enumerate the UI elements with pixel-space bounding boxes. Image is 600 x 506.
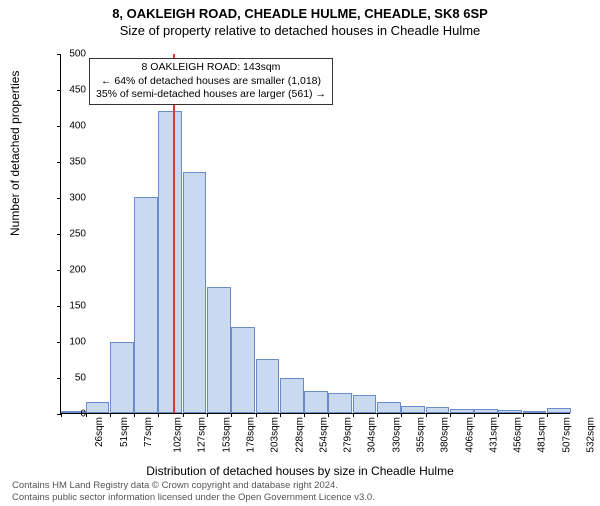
histogram-bar	[377, 402, 401, 413]
histogram-bar	[401, 406, 425, 413]
x-tick-label: 279sqm	[343, 417, 354, 453]
x-tick-mark	[183, 413, 184, 417]
histogram-bar	[183, 172, 207, 413]
x-tick-mark	[304, 413, 305, 417]
y-tick-label: 300	[46, 193, 86, 204]
x-tick-label: 203sqm	[270, 417, 281, 453]
y-tick-label: 450	[46, 85, 86, 96]
x-tick-label: 51sqm	[119, 417, 130, 447]
footer-line-1: Contains HM Land Registry data © Crown c…	[12, 480, 375, 492]
x-tick-mark	[134, 413, 135, 417]
histogram-bar	[328, 393, 352, 413]
x-tick-label: 228sqm	[294, 417, 305, 453]
chart-area: 26sqm51sqm77sqm102sqm127sqm153sqm178sqm2…	[60, 54, 570, 414]
x-tick-mark	[158, 413, 159, 417]
x-tick-mark	[207, 413, 208, 417]
x-tick-label: 127sqm	[197, 417, 208, 453]
chart-title-secondary: Size of property relative to detached ho…	[0, 23, 600, 38]
x-tick-label: 304sqm	[367, 417, 378, 453]
x-tick-mark	[353, 413, 354, 417]
y-tick-label: 150	[46, 301, 86, 312]
y-tick-label: 350	[46, 157, 86, 168]
annotation-line-2: ← 64% of detached houses are smaller (1,…	[96, 75, 326, 89]
x-tick-label: 532sqm	[586, 417, 597, 453]
y-tick-label: 0	[46, 409, 86, 420]
annotation-line-1: 8 OAKLEIGH ROAD: 143sqm	[96, 61, 326, 75]
x-tick-label: 406sqm	[464, 417, 475, 453]
y-tick-label: 50	[46, 373, 86, 384]
x-tick-mark	[474, 413, 475, 417]
x-tick-label: 507sqm	[561, 417, 572, 453]
x-tick-mark	[523, 413, 524, 417]
x-tick-mark	[547, 413, 548, 417]
histogram-bar	[256, 359, 280, 413]
histogram-bar	[134, 197, 158, 413]
x-tick-mark	[110, 413, 111, 417]
property-marker-line	[173, 54, 175, 413]
footer-line-2: Contains public sector information licen…	[12, 492, 375, 504]
x-axis-label: Distribution of detached houses by size …	[0, 464, 600, 478]
histogram-bar	[86, 402, 110, 413]
histogram-bar	[547, 408, 571, 413]
histogram-bar	[304, 391, 328, 413]
x-tick-label: 456sqm	[513, 417, 524, 453]
x-tick-mark	[401, 413, 402, 417]
x-tick-label: 77sqm	[143, 417, 154, 447]
histogram-bar	[110, 342, 134, 413]
y-axis-label: Number of detached properties	[8, 71, 22, 236]
histogram-bar	[426, 407, 450, 413]
x-tick-mark	[280, 413, 281, 417]
y-tick-label: 250	[46, 229, 86, 240]
y-tick-label: 100	[46, 337, 86, 348]
x-tick-mark	[426, 413, 427, 417]
x-tick-label: 431sqm	[488, 417, 499, 453]
x-tick-label: 481sqm	[537, 417, 548, 453]
x-tick-label: 153sqm	[221, 417, 232, 453]
histogram-bar	[158, 111, 182, 413]
chart-title-primary: 8, OAKLEIGH ROAD, CHEADLE HULME, CHEADLE…	[0, 6, 600, 21]
y-tick-label: 400	[46, 121, 86, 132]
footer-attribution: Contains HM Land Registry data © Crown c…	[12, 480, 375, 504]
y-tick-label: 500	[46, 49, 86, 60]
y-tick-label: 200	[46, 265, 86, 276]
histogram-bar	[207, 287, 231, 413]
annotation-box: 8 OAKLEIGH ROAD: 143sqm← 64% of detached…	[89, 58, 333, 105]
histogram-bar	[474, 409, 498, 413]
x-tick-mark	[231, 413, 232, 417]
histogram-bar	[231, 327, 255, 413]
x-tick-mark	[256, 413, 257, 417]
x-tick-label: 380sqm	[440, 417, 451, 453]
x-tick-label: 330sqm	[391, 417, 402, 453]
histogram-bar	[353, 395, 377, 413]
x-tick-mark	[498, 413, 499, 417]
x-tick-mark	[328, 413, 329, 417]
histogram-bar	[450, 409, 474, 413]
histogram-bar	[523, 411, 547, 413]
plot-region: 26sqm51sqm77sqm102sqm127sqm153sqm178sqm2…	[60, 54, 570, 414]
x-tick-label: 254sqm	[318, 417, 329, 453]
histogram-bar	[280, 378, 304, 413]
x-tick-label: 178sqm	[246, 417, 257, 453]
annotation-line-3: 35% of semi-detached houses are larger (…	[96, 88, 326, 102]
x-tick-mark	[377, 413, 378, 417]
x-tick-label: 26sqm	[94, 417, 105, 447]
x-tick-label: 355sqm	[416, 417, 427, 453]
x-tick-label: 102sqm	[173, 417, 184, 453]
histogram-bar	[498, 410, 522, 413]
x-tick-mark	[450, 413, 451, 417]
